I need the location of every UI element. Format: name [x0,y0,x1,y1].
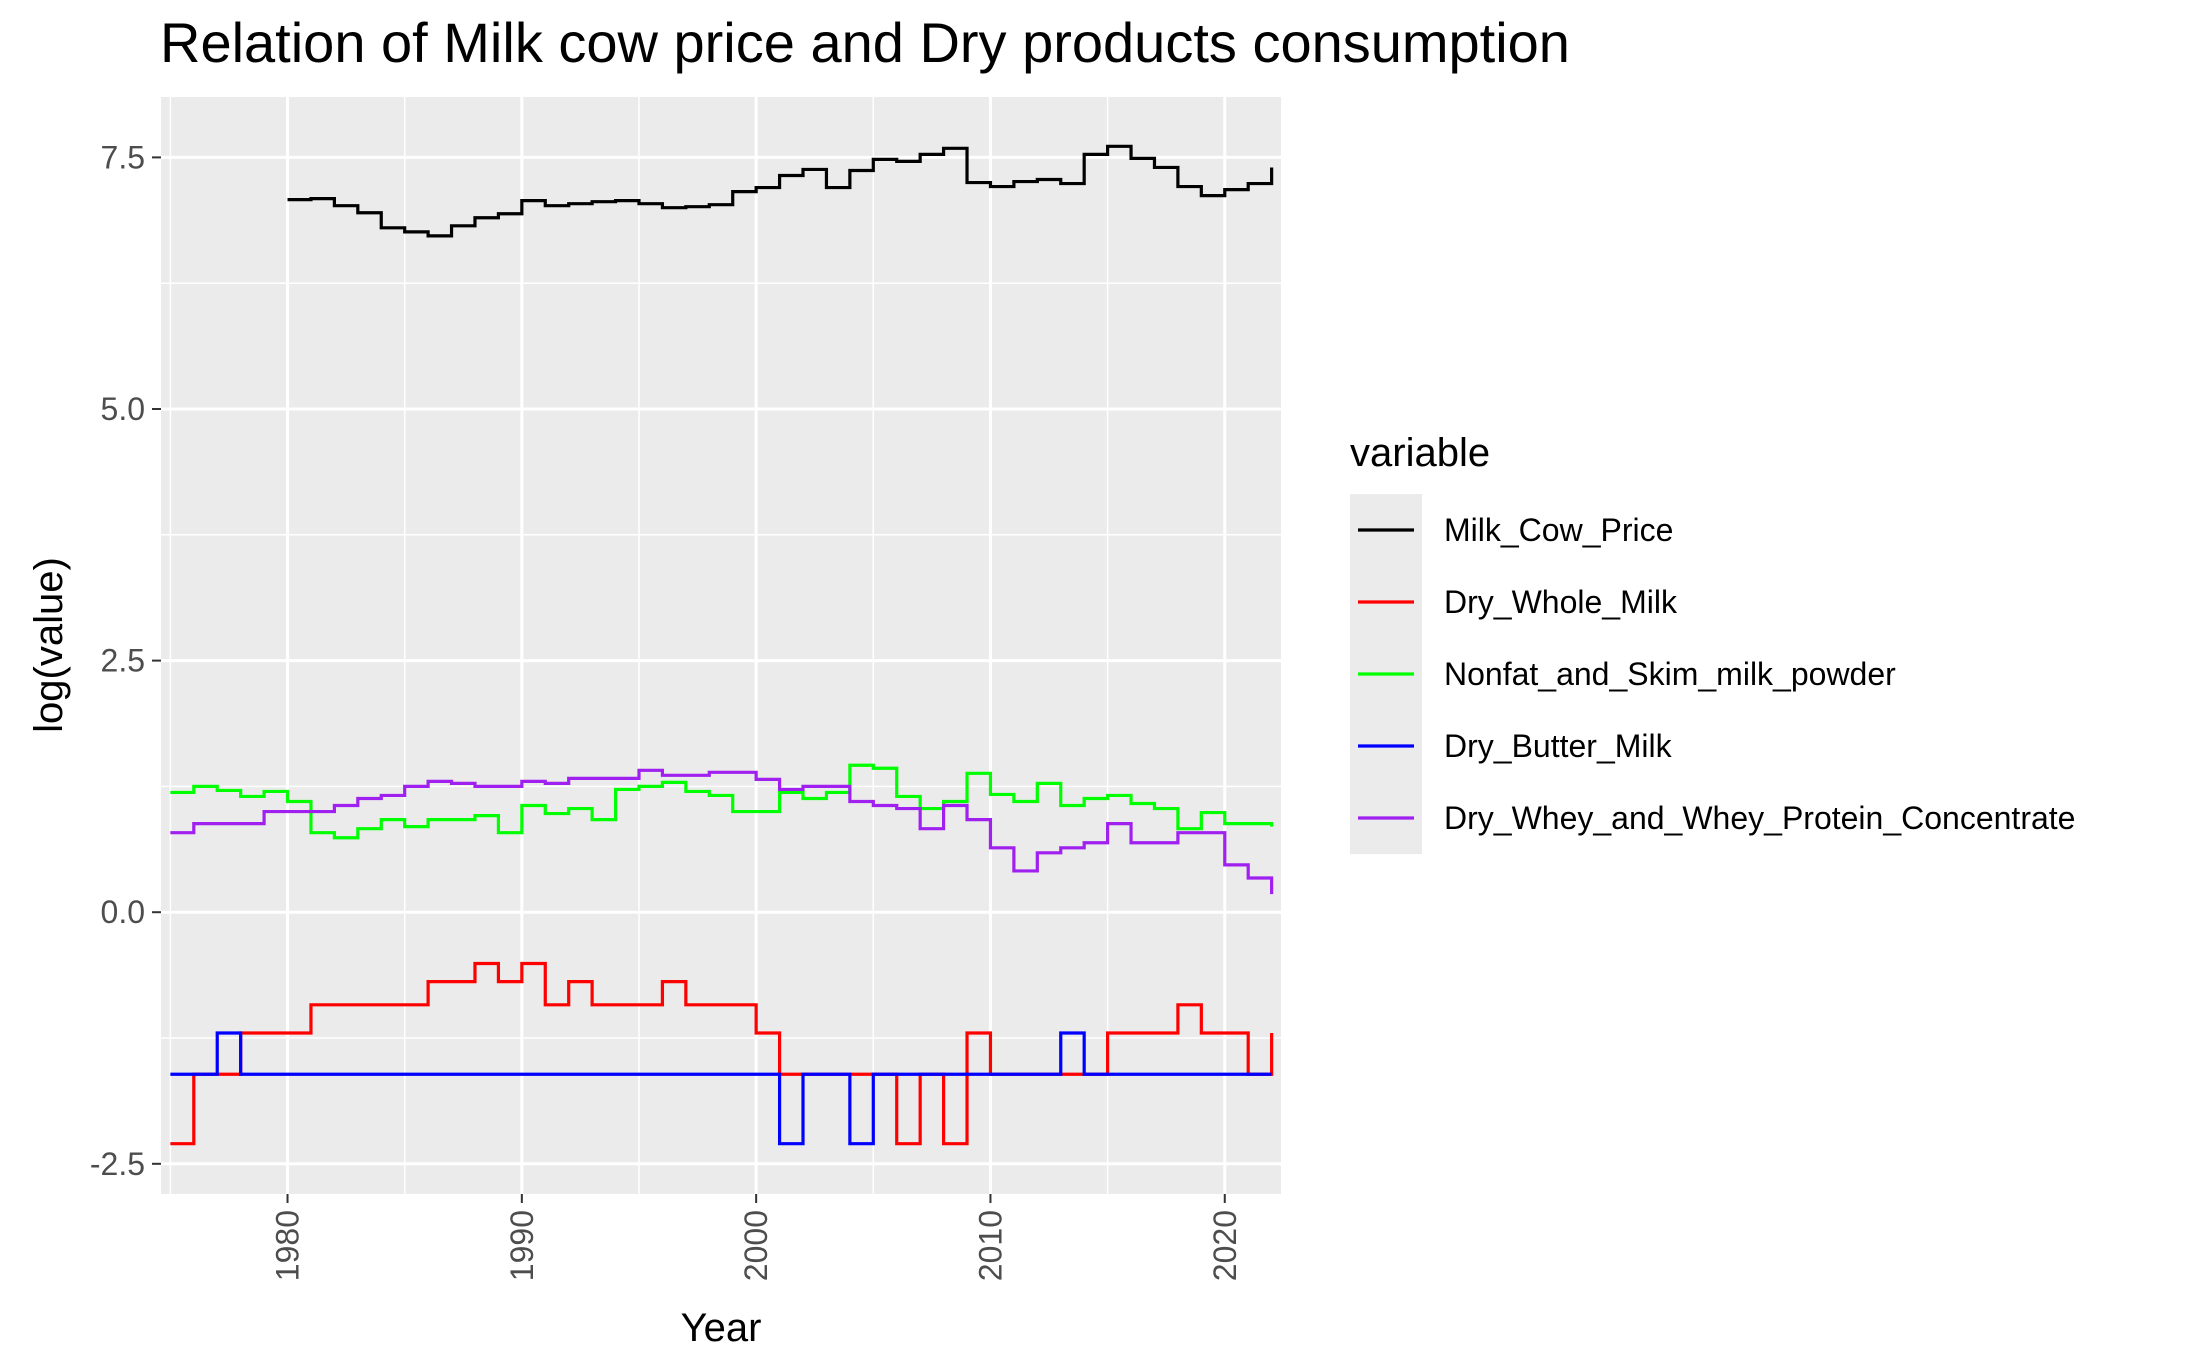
legend-label: Dry_Whey_and_Whey_Protein_Concentrate [1444,800,2075,836]
legend-title: variable [1350,431,1490,475]
major-grid [161,97,1281,1194]
x-axis-title: Year [681,1306,762,1350]
series-line-Nonfat_and_Skim_milk_powder [170,763,1274,840]
x-axis-ticks: 1980 1990 2000 2010 2020 [270,1194,1243,1281]
x-tick-label: 2010 [972,1210,1008,1281]
y-tick-label: 7.5 [101,139,145,175]
plot-panel [161,97,1281,1194]
y-axis-ticks: -2.5 0.0 2.5 5.0 7.5 [90,139,161,1182]
chart-title: Relation of Milk cow price and Dry produ… [160,11,1570,74]
series-layer [170,144,1274,1146]
legend-label: Dry_Whole_Milk [1444,584,1678,620]
y-axis-title: log(value) [27,557,71,733]
series-line-Milk_Cow_Price [287,144,1274,238]
minor-grid [161,97,1281,1194]
legend-label: Dry_Butter_Milk [1444,728,1673,764]
y-tick-label: 2.5 [101,643,145,679]
y-tick-label: 5.0 [101,391,145,427]
x-tick-label: 2000 [738,1210,774,1281]
x-tick-label: 2020 [1207,1210,1243,1281]
y-tick-label: -2.5 [90,1146,145,1182]
legend: variable Milk_Cow_Price Dry_Whole_Milk Non… [1350,431,2075,854]
legend-label: Milk_Cow_Price [1444,512,1673,548]
x-tick-label: 1990 [504,1210,540,1281]
legend-label: Nonfat_and_Skim_milk_powder [1444,656,1896,692]
series-line-Dry_Whey_and_Whey_Protein_Concentrate [170,768,1274,895]
series-line-Dry_Butter_Milk [170,1031,1272,1146]
x-tick-label: 1980 [270,1210,306,1281]
y-tick-label: 0.0 [101,894,145,930]
series-line-Dry_Whole_Milk [170,961,1274,1146]
